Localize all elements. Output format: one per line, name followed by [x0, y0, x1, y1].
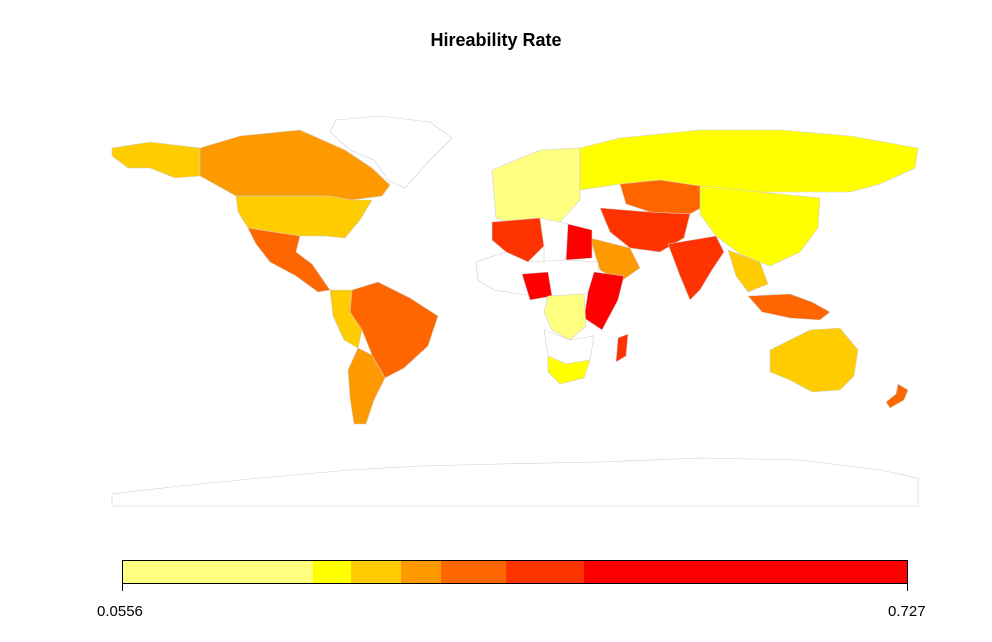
region-libya — [539, 217, 569, 263]
region-antarctica — [111, 457, 919, 507]
region-madagascar — [615, 333, 629, 363]
legend-swatch-1 — [123, 561, 313, 583]
legend-min-label: 0.0556 — [97, 603, 143, 620]
region-indonesia — [747, 293, 831, 321]
legend-swatch-4 — [401, 561, 442, 583]
region-europe — [491, 147, 581, 227]
legend-max-label: 0.727 — [888, 603, 926, 620]
region-mexico — [247, 227, 331, 293]
region-argentina — [347, 347, 386, 425]
legend-color-bar — [122, 560, 908, 584]
region-ethiopia — [583, 271, 625, 331]
region-india — [667, 235, 725, 301]
region-alaska — [111, 141, 201, 179]
legend-swatch-2 — [312, 561, 352, 583]
legend-tick-max — [907, 584, 908, 591]
legend-swatch-6 — [505, 561, 584, 583]
region-china — [699, 185, 821, 267]
region-andes — [329, 289, 363, 349]
region-greenland — [329, 115, 453, 189]
region-south-africa — [547, 355, 591, 385]
region-united-states — [235, 195, 373, 239]
region-australia — [769, 327, 859, 393]
region-new-zealand — [885, 383, 909, 409]
region-nigeria — [521, 271, 553, 301]
legend-swatch-3 — [351, 561, 402, 583]
region-egypt — [565, 223, 593, 261]
legend-swatch-7 — [583, 561, 907, 583]
legend-tick-min — [122, 584, 123, 591]
region-southeast-asia — [727, 249, 769, 293]
region-canada — [199, 129, 391, 201]
legend-swatch-5 — [441, 561, 506, 583]
map-title: Hireability Rate — [430, 30, 562, 50]
